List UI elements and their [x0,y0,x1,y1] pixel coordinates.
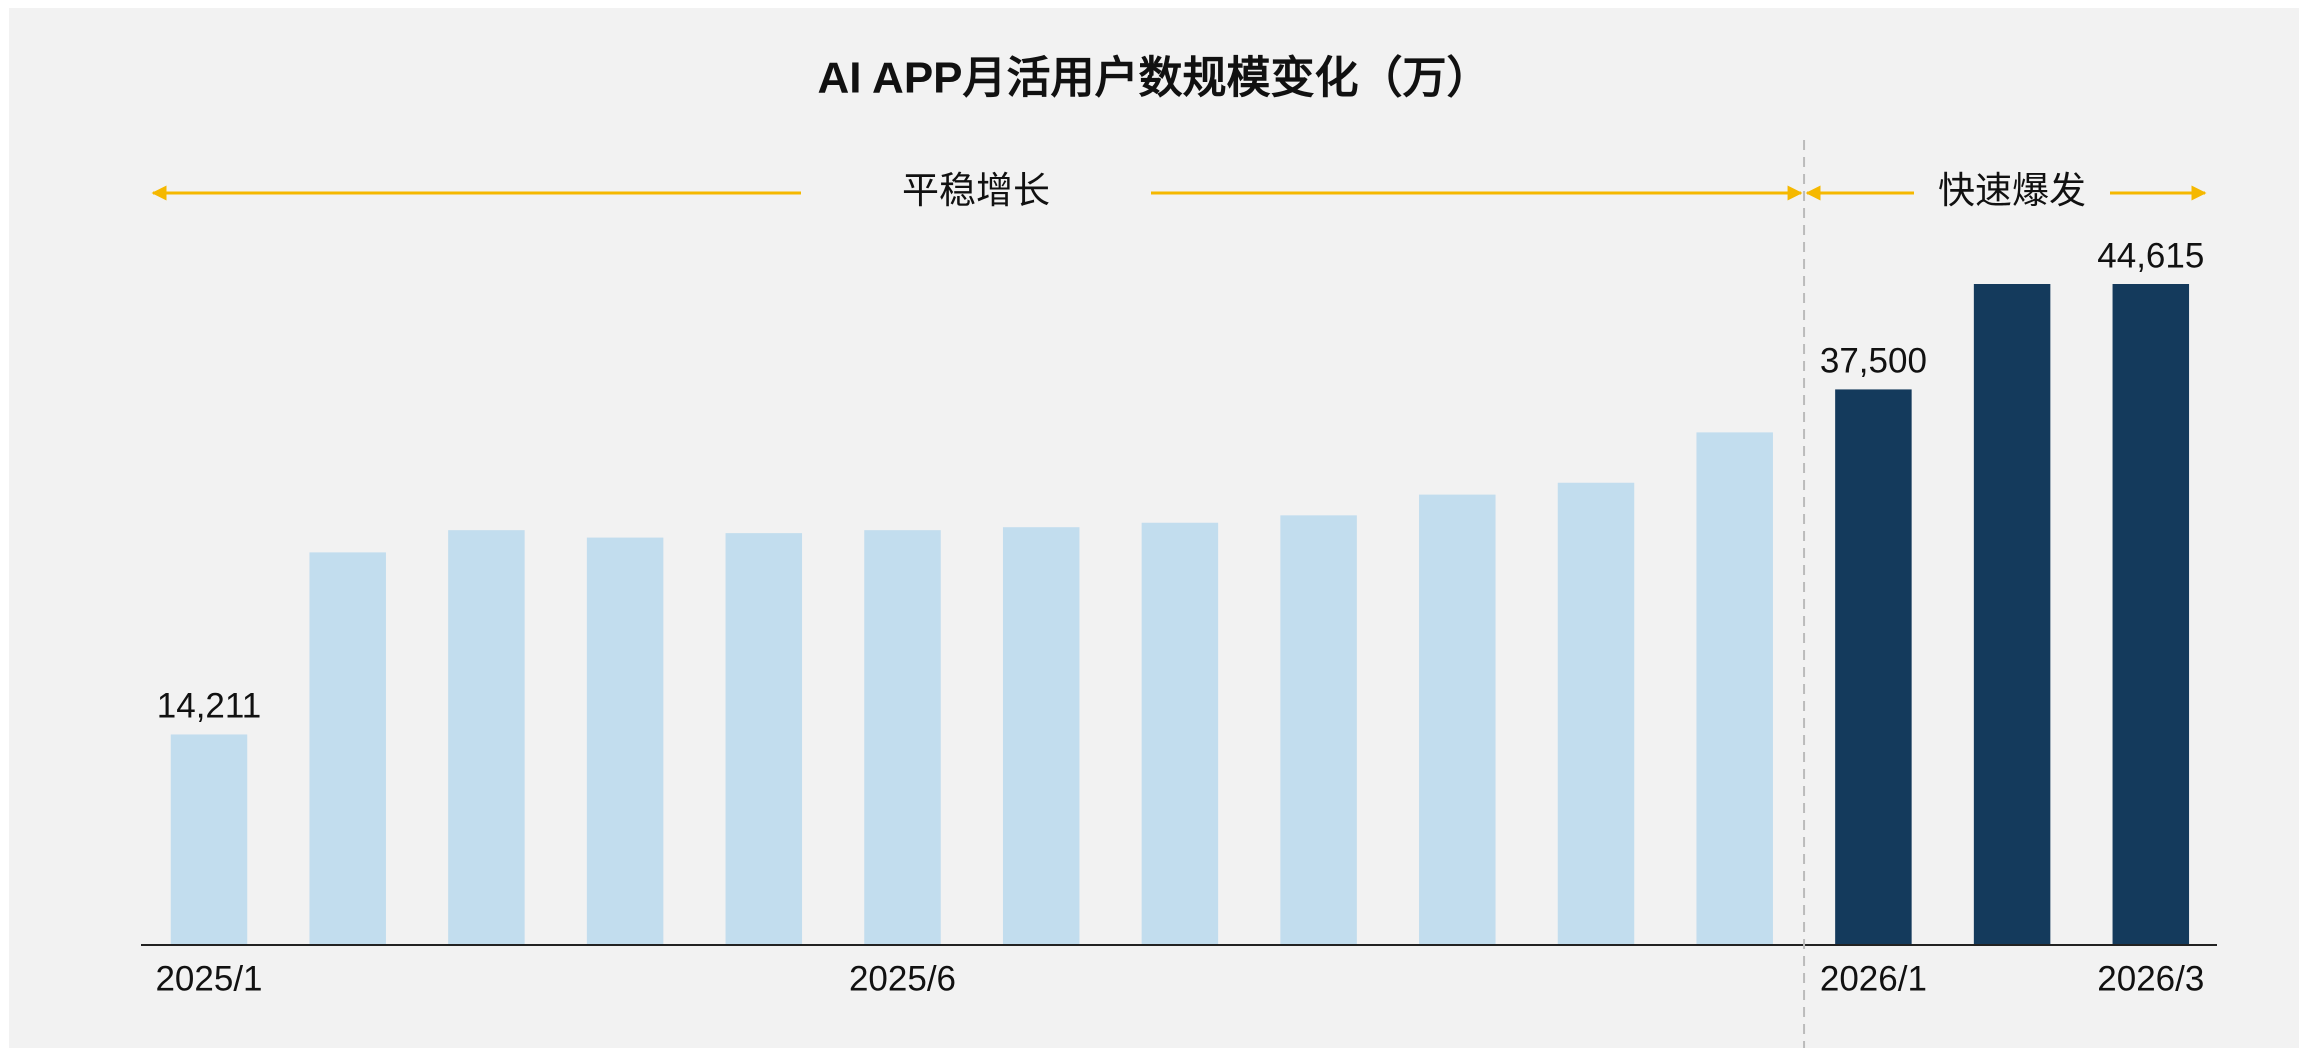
chart-title: AI APP月活用户数规模变化（万） [817,54,1490,103]
x-tick-label: 2026/1 [1820,959,1927,998]
bar [1141,522,1219,945]
bar [309,552,386,945]
phase-label: 快速爆发 [1938,170,2086,211]
bar [1696,432,1773,946]
x-tick-label: 2025/6 [849,959,956,998]
bar [170,734,248,945]
bar [1419,494,1496,945]
bar [864,530,941,945]
data-label: 37,500 [1820,342,1927,381]
bar [1557,482,1635,945]
bar [448,530,525,945]
bar [1835,389,1912,945]
bar [586,537,664,945]
data-label: 44,615 [2097,236,2204,275]
bar [725,533,803,945]
x-tick-label: 2026/3 [2097,959,2204,998]
bar [1002,527,1080,945]
bar [2112,284,2190,945]
data-label: 14,211 [157,687,261,726]
bar [1973,284,2051,945]
x-tick-label: 2025/1 [155,959,262,998]
bar [1280,515,1357,945]
phase-label: 平稳增长 [902,170,1050,211]
